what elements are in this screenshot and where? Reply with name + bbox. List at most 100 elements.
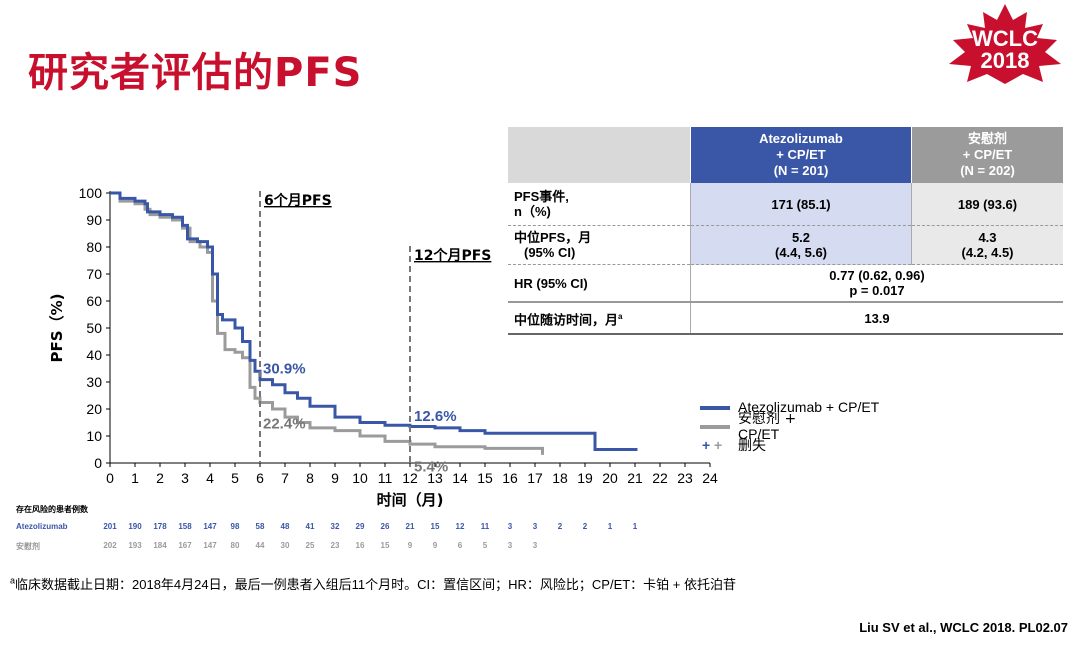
risk-count: 29 bbox=[355, 522, 365, 531]
x-tick-label: 22 bbox=[652, 470, 668, 486]
y-tick-label: 20 bbox=[86, 401, 102, 417]
chart-annotations: 6个月PFS 30.9% 22.4% 12个月PFS 12.6% 5.4% bbox=[259, 191, 491, 475]
risk-row-label: Atezolizumab bbox=[16, 522, 68, 531]
table-row: 中位随访时间，月a 13.9 bbox=[508, 301, 1063, 335]
x-tick-label: 2 bbox=[156, 470, 164, 486]
column-header-atezolizumab: Atezolizumab + CP/ET (N = 201) bbox=[690, 127, 912, 183]
risk-table-title: 存在风险的患者例数 bbox=[16, 505, 88, 514]
page-title: 研究者评估的PFS bbox=[28, 50, 363, 96]
cell-atezolizumab: 171 (85.1) bbox=[690, 183, 912, 226]
risk-count: 3 bbox=[507, 522, 513, 531]
legend-label-censored: 删失 bbox=[738, 438, 766, 454]
x-tick-label: 8 bbox=[306, 470, 314, 486]
x-tick-label: 21 bbox=[627, 470, 643, 486]
risk-count: 15 bbox=[430, 522, 440, 531]
risk-count: 147 bbox=[203, 541, 217, 550]
annotation-value-atezolizumab: 12.6% bbox=[414, 408, 457, 425]
risk-count: 32 bbox=[330, 522, 340, 531]
logo-text-year: 2018 bbox=[981, 48, 1030, 73]
row-label: 中位PFS，月 (95% CI) bbox=[508, 225, 691, 265]
citation: Liu SV et al., WCLC 2018. PL02.07 bbox=[859, 620, 1068, 635]
x-tick-label: 19 bbox=[577, 470, 593, 486]
x-tick-label: 0 bbox=[106, 470, 114, 486]
x-tick-label: 5 bbox=[231, 470, 239, 486]
x-tick-label: 4 bbox=[206, 470, 214, 486]
results-table: Atezolizumab + CP/ET (N = 201) 安慰剂 + CP/… bbox=[508, 127, 1063, 335]
risk-count: 16 bbox=[355, 541, 365, 550]
x-tick-label: 14 bbox=[452, 470, 468, 486]
annotation-label: 6个月PFS bbox=[264, 192, 332, 209]
x-tick-label: 1 bbox=[131, 470, 139, 486]
risk-table: 存在风险的患者例数 Atezolizumab 201 190 178 158 147 98 5… bbox=[16, 504, 716, 554]
table-row: PFS事件, n（%) 171 (85.1) 189 (93.6) bbox=[508, 183, 1063, 226]
risk-count: 44 bbox=[255, 541, 265, 550]
x-tick-label: 10 bbox=[352, 470, 368, 486]
risk-count: 25 bbox=[305, 541, 315, 550]
y-tick-label: 80 bbox=[86, 239, 102, 255]
risk-count: 15 bbox=[380, 541, 390, 550]
x-tick-label: 23 bbox=[677, 470, 693, 486]
risk-count: 21 bbox=[405, 522, 415, 531]
y-tick-label: 90 bbox=[86, 212, 102, 228]
x-tick-label: 11 bbox=[378, 470, 393, 486]
y-tick-label: 100 bbox=[79, 185, 103, 201]
x-tick-label: 17 bbox=[527, 470, 543, 486]
cell-placebo: 4.3 (4.2, 4.5) bbox=[911, 225, 1063, 265]
risk-count: 201 bbox=[103, 522, 117, 531]
x-tick-label: 6 bbox=[256, 470, 264, 486]
risk-count: 3 bbox=[507, 541, 513, 550]
risk-count: 178 bbox=[153, 522, 167, 531]
km-curve-placebo bbox=[110, 191, 544, 455]
row-label: 中位随访时间，月a bbox=[508, 301, 691, 335]
cell-merged: 13.9 bbox=[690, 301, 1063, 335]
risk-count: 193 bbox=[128, 541, 142, 550]
table-row: HR (95% CI) 0.77 (0.62, 0.96) p = 0.017 bbox=[508, 264, 1063, 303]
footnote: a临床数据截止日期：2018年4月24日，最后一例患者入组后11个月时。CI：置… bbox=[10, 575, 736, 592]
y-tick-label: 30 bbox=[86, 374, 102, 390]
legend-label-atezolizumab: Atezolizumab + CP/ET bbox=[738, 399, 880, 415]
table-corner bbox=[508, 127, 691, 183]
cell-merged: 0.77 (0.62, 0.96) p = 0.017 bbox=[690, 264, 1063, 303]
risk-count: 184 bbox=[153, 541, 167, 550]
risk-count: 3 bbox=[532, 541, 538, 550]
risk-count: 26 bbox=[380, 522, 390, 531]
legend-censor-mark-placebo: + bbox=[714, 437, 722, 453]
row-label: PFS事件, n（%) bbox=[508, 183, 691, 226]
legend-label-placebo-line2: CP/ET bbox=[738, 426, 780, 442]
y-axis-label: PFS（%) bbox=[48, 294, 66, 363]
risk-count: 9 bbox=[407, 541, 413, 550]
column-header-placebo: 安慰剂 + CP/ET (N = 202) bbox=[911, 127, 1063, 183]
risk-count: 190 bbox=[128, 522, 142, 531]
y-tick-label: 70 bbox=[86, 266, 102, 282]
x-tick-label: 9 bbox=[331, 470, 339, 486]
wclc-logo: WCLC 2018 bbox=[949, 4, 1061, 84]
legend-label-placebo: 安慰剂 + bbox=[738, 410, 796, 427]
y-tick-label: 50 bbox=[86, 320, 102, 336]
table-row: 中位PFS，月 (95% CI) 5.2 (4.4, 5.6) 4.3 (4.2… bbox=[508, 225, 1063, 265]
risk-count: 147 bbox=[203, 522, 217, 531]
km-curve-atezolizumab bbox=[110, 191, 638, 451]
annotation-value-atezolizumab: 30.9% bbox=[263, 361, 306, 378]
logo-text-wclc: WCLC bbox=[972, 26, 1038, 51]
x-tick-label: 18 bbox=[552, 470, 568, 486]
x-tick-label: 20 bbox=[602, 470, 618, 486]
x-tick-label: 16 bbox=[502, 470, 518, 486]
risk-count: 41 bbox=[305, 522, 315, 531]
risk-count: 2 bbox=[557, 522, 563, 531]
risk-count: 1 bbox=[632, 522, 638, 531]
risk-count: 167 bbox=[178, 541, 192, 550]
cell-atezolizumab: 5.2 (4.4, 5.6) bbox=[690, 225, 912, 265]
risk-count: 3 bbox=[532, 522, 538, 531]
annotation-label: 12个月PFS bbox=[414, 247, 491, 264]
y-tick-label: 0 bbox=[94, 455, 102, 471]
x-axis-label: 时间（月) bbox=[377, 491, 444, 509]
risk-count: 98 bbox=[230, 522, 240, 531]
x-tick-label: 13 bbox=[427, 470, 443, 486]
risk-count: 202 bbox=[103, 541, 117, 550]
risk-count: 158 bbox=[178, 522, 192, 531]
risk-count: 30 bbox=[280, 541, 290, 550]
annotation-value-placebo: 5.4% bbox=[414, 458, 448, 475]
